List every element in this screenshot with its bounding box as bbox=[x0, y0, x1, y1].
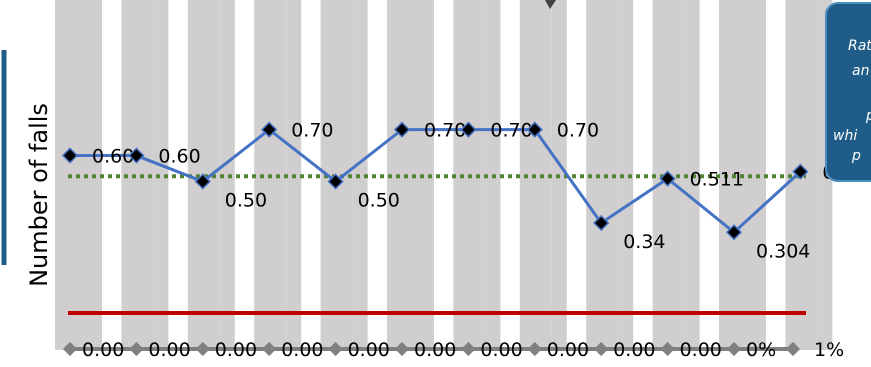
lower-marker bbox=[785, 341, 801, 357]
lower-marker bbox=[394, 341, 410, 357]
lower-marker bbox=[660, 341, 675, 357]
lower-marker bbox=[461, 341, 476, 357]
annotation-text: an bbox=[852, 63, 869, 79]
stripe bbox=[419, 0, 434, 350]
lower-data-label: 0.00 bbox=[281, 339, 323, 361]
lower-data-label: 0% bbox=[746, 339, 776, 361]
stripe bbox=[219, 0, 235, 350]
lower-marker bbox=[195, 341, 210, 357]
data-point bbox=[261, 121, 278, 138]
data-point bbox=[61, 147, 79, 164]
stripe bbox=[153, 0, 169, 350]
annotation-text: whi bbox=[833, 128, 857, 144]
lower-marker bbox=[594, 341, 609, 357]
lower-data-label: 0.00 bbox=[680, 339, 722, 361]
data-point bbox=[526, 121, 543, 138]
data-label: 0.70 bbox=[291, 120, 333, 142]
data-point bbox=[725, 224, 743, 241]
data-point bbox=[460, 121, 477, 138]
data-label: 0.50 bbox=[358, 189, 400, 211]
data-point bbox=[194, 173, 211, 190]
data-label: 0.60 bbox=[92, 146, 134, 168]
lower-series: 0.00 0.00 0.00 0.00 0.00 0.00 0.00 0.00 0.00 0.00… bbox=[62, 339, 844, 361]
data-label: 0.50 bbox=[225, 189, 267, 211]
lower-data-label: 0.00 bbox=[414, 339, 456, 361]
data-label: 0.70 bbox=[490, 120, 532, 142]
lower-marker bbox=[527, 341, 542, 357]
main-series: 0.60 0.60 0.50 0.70 0.50 0.70 0.70 0.70 0.34 0.51… bbox=[61, 120, 871, 262]
data-label: 0.70 bbox=[424, 120, 466, 142]
lower-data-label: 0.00 bbox=[82, 339, 124, 361]
lower-marker bbox=[62, 341, 78, 357]
series-line bbox=[70, 127, 802, 235]
data-label: 0.60 bbox=[158, 146, 200, 168]
y-axis-label: Number of falls bbox=[25, 103, 53, 287]
data-label: 0.70 bbox=[557, 120, 599, 142]
lower-data-label: 0.00 bbox=[215, 339, 257, 361]
annotation-text: Rat bbox=[848, 38, 871, 54]
data-point bbox=[659, 170, 676, 187]
data-point bbox=[393, 121, 411, 138]
pointer-marker bbox=[545, 0, 556, 9]
stripe bbox=[352, 0, 368, 350]
annotation-box: Ratanpwhip bbox=[825, 2, 871, 182]
data-point bbox=[128, 147, 145, 164]
lower-marker bbox=[726, 341, 742, 357]
lower-marker bbox=[328, 341, 343, 357]
lower-data-label: 0.00 bbox=[613, 339, 655, 361]
lower-data-label: 0.00 bbox=[547, 339, 589, 361]
data-point bbox=[327, 173, 344, 190]
lower-data-label: 1% bbox=[814, 339, 844, 361]
annotation-text: p bbox=[851, 148, 861, 164]
stripe bbox=[618, 0, 634, 350]
data-label: 0.34 bbox=[623, 231, 665, 253]
annotation-text: p bbox=[865, 108, 871, 124]
lower-data-label: 0.00 bbox=[348, 339, 390, 361]
lower-marker bbox=[129, 341, 144, 357]
data-label: 0.304 bbox=[756, 240, 810, 262]
lower-marker bbox=[262, 341, 277, 357]
annotation-bg bbox=[825, 2, 871, 182]
data-point bbox=[792, 163, 809, 180]
lower-data-label: 0.00 bbox=[148, 339, 190, 361]
lower-data-label: 0.00 bbox=[480, 339, 522, 361]
data-label: 0.511 bbox=[690, 169, 744, 191]
data-point bbox=[593, 214, 610, 232]
